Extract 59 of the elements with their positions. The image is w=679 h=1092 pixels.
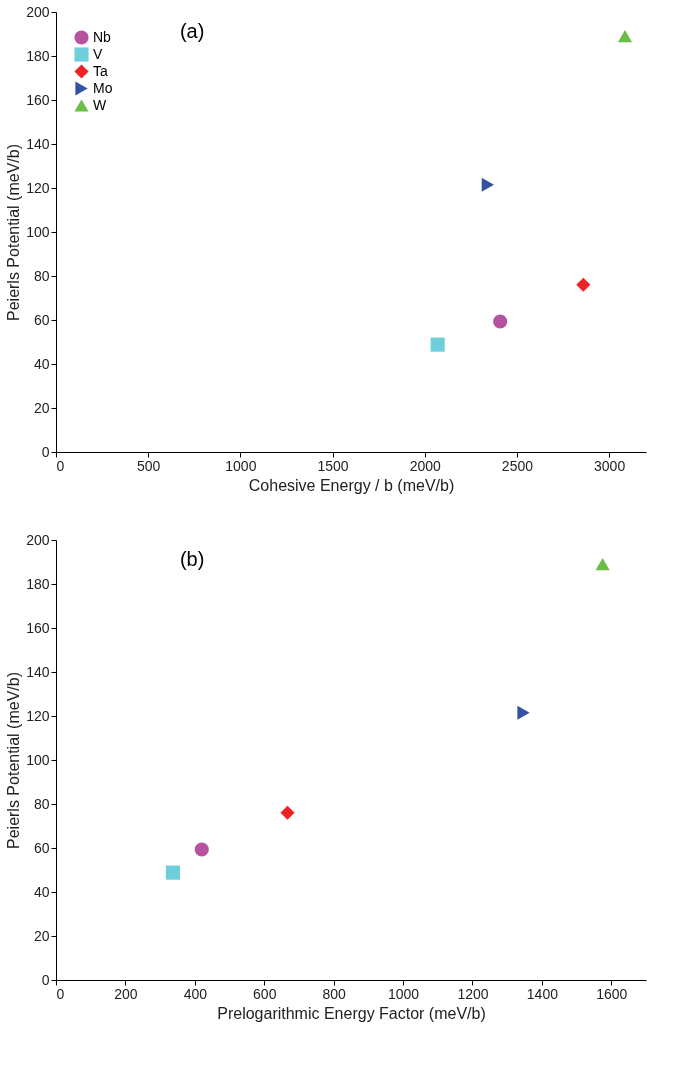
y-tick-label: 100 <box>26 751 50 768</box>
x-tick-label: 1000 <box>225 457 257 474</box>
point <box>430 337 445 352</box>
x-tick-label: 2000 <box>409 457 442 474</box>
y-axis-title: Peierls Potential (meV/b) <box>5 144 23 321</box>
x-tick-label: 1500 <box>317 457 349 474</box>
y-tick-label: 180 <box>26 47 50 64</box>
x-tick-label: 0 <box>56 457 65 474</box>
y-tick-label: 20 <box>33 927 50 944</box>
y-tick-label: 160 <box>26 619 50 636</box>
x-tick-label: 1400 <box>526 985 559 1002</box>
point <box>165 865 181 880</box>
x-tick-label: 1000 <box>387 985 420 1002</box>
legend-label: Ta <box>93 62 108 79</box>
x-tick-label: 1200 <box>457 985 489 1002</box>
x-axis-title: Cohesive Energy / b (meV/b) <box>248 476 455 494</box>
point <box>280 805 295 820</box>
y-tick-label: 0 <box>41 443 50 460</box>
y-axis-title: Peierls Potential (meV/b) <box>5 672 23 849</box>
annotation: (a) <box>179 20 205 42</box>
y-tick-label: 40 <box>33 355 50 372</box>
y-tick-label: 80 <box>33 267 50 284</box>
point <box>576 277 591 292</box>
y-tick-label: 200 <box>26 3 50 20</box>
y-tick-label: 140 <box>26 663 50 680</box>
point <box>194 842 209 857</box>
x-tick-label: 400 <box>183 985 208 1002</box>
point <box>595 558 610 571</box>
y-tick-label: 120 <box>26 707 50 724</box>
legend-label: W <box>93 96 107 113</box>
y-tick-label: 100 <box>26 223 50 240</box>
annotation: (b) <box>179 548 205 570</box>
legend-label: Mo <box>93 79 113 96</box>
y-tick-label: 180 <box>26 575 50 592</box>
x-tick-label: 2500 <box>501 457 534 474</box>
x-axis-title: Prelogarithmic Energy Factor (meV/b) <box>217 1004 486 1022</box>
x-tick-label: 200 <box>114 985 138 1002</box>
legend-label: Nb <box>93 28 112 45</box>
y-tick-label: 60 <box>33 311 50 328</box>
point <box>617 30 633 43</box>
y-tick-label: 120 <box>26 179 50 196</box>
x-tick-label: 3000 <box>594 457 626 474</box>
y-tick-label: 140 <box>26 135 50 152</box>
point <box>481 177 494 192</box>
x-tick-label: 800 <box>322 985 347 1002</box>
point <box>517 705 530 720</box>
y-tick-label: 60 <box>33 839 50 856</box>
y-tick-label: 0 <box>41 971 50 988</box>
x-tick-label: 600 <box>253 985 277 1002</box>
y-tick-label: 20 <box>33 399 50 416</box>
y-tick-label: 80 <box>33 795 50 812</box>
x-tick-label: 500 <box>137 457 161 474</box>
legend-label: V <box>93 45 103 62</box>
y-tick-label: 160 <box>26 91 50 108</box>
point <box>493 314 508 329</box>
y-tick-label: 40 <box>33 883 50 900</box>
x-tick-label: 1600 <box>596 985 628 1002</box>
x-tick-label: 0 <box>56 985 65 1002</box>
y-tick-label: 200 <box>26 531 50 548</box>
